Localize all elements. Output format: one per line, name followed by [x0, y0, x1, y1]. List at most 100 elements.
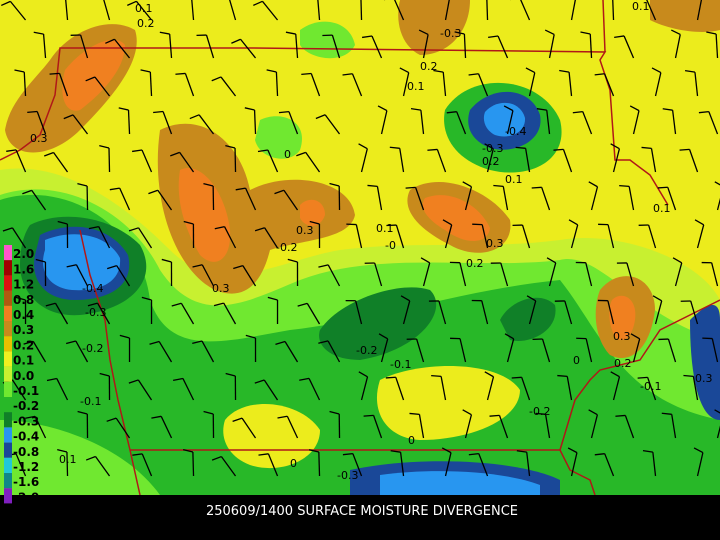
contour-label: -0.1: [390, 358, 411, 371]
contour-label: 0.3: [212, 282, 230, 295]
wind-barb-flag: [526, 295, 537, 302]
wind-barb: [497, 35, 509, 59]
wind-barb: [667, 187, 677, 211]
wind-barb: [158, 341, 173, 363]
wind-barb: [486, 0, 489, 21]
wind-barb: [688, 149, 699, 173]
legend-label: -0.1: [13, 384, 39, 398]
wind-barb: [692, 376, 699, 401]
wind-barb: [223, 302, 237, 325]
wind-barb-flag: [525, 67, 536, 74]
wind-barb: [241, 417, 257, 439]
wind-barb-flag: [296, 151, 306, 157]
contour-label: 0.3: [30, 132, 48, 145]
wind-barb-flag: [1, 0, 11, 7]
wind-barb: [420, 110, 425, 135]
wind-barb: [108, 147, 111, 173]
wind-barb-flag: [159, 31, 170, 35]
wind-barb-flag: [693, 447, 704, 454]
legend-swatch: [4, 366, 12, 382]
wind-barb: [372, 415, 383, 439]
wind-barb-flag: [172, 377, 184, 382]
wind-barb: [652, 452, 657, 477]
wind-barb: [566, 376, 573, 401]
wind-barb: [632, 338, 641, 363]
wind-barb-flag: [679, 148, 690, 151]
wind-barb: [352, 453, 363, 477]
wind-barb: [607, 300, 615, 325]
wind-barb: [541, 187, 551, 211]
wind-barb: [690, 300, 699, 325]
wind-barb: [544, 414, 551, 439]
wind-barb-flag: [189, 114, 200, 120]
contour-label: 0.1: [632, 0, 650, 13]
legend-label: 0.1: [13, 354, 34, 368]
wind-barb-flag: [49, 72, 60, 75]
wind-barb-flag: [567, 447, 578, 454]
legend-swatch: [4, 427, 12, 443]
wind-barb: [327, 264, 341, 287]
wind-barb: [711, 338, 719, 363]
wind-barb: [459, 262, 467, 287]
contour-label: 0.2: [466, 257, 484, 270]
wind-barb-flag: [253, 0, 263, 6]
wind-barb-flag: [378, 333, 389, 340]
wind-barb: [520, 0, 531, 21]
wind-barb-flag: [132, 149, 143, 153]
wind-barb: [500, 262, 509, 287]
legend-label: -1.2: [13, 460, 39, 474]
wind-barb: [399, 148, 405, 173]
wind-barb: [264, 227, 279, 249]
legend-swatch: [4, 457, 12, 473]
wind-barb: [526, 452, 531, 477]
wind-barb: [548, 34, 555, 59]
contour-label: 0.3: [613, 330, 631, 343]
contour-label: -0.1: [80, 395, 101, 408]
wind-barb: [711, 262, 719, 287]
contour-label: 0: [573, 354, 580, 367]
wind-barb-flag: [285, 31, 296, 35]
wind-barb-flag: [66, 340, 77, 345]
contour-label: 0.1: [407, 80, 425, 93]
wind-barb-flag: [630, 333, 640, 340]
wind-barb: [650, 148, 657, 173]
wind-barb-flag: [433, 69, 444, 73]
wind-barb: [521, 224, 531, 249]
wind-barb-flag: [225, 372, 236, 377]
wind-barb: [137, 227, 153, 249]
contour-label: 0.2: [614, 357, 632, 370]
wind-barb-flag: [610, 143, 620, 150]
wind-barb-flag: [546, 257, 557, 264]
wind-barb-flag: [46, 377, 57, 382]
wind-barb: [376, 186, 383, 211]
wind-barb-flag: [462, 409, 472, 416]
wind-barb: [486, 376, 495, 401]
wind-barb-flag: [33, 31, 44, 35]
wind-barb-flag: [714, 409, 720, 414]
wind-barb-flag: [45, 302, 56, 307]
wind-barb-flag: [22, 189, 32, 195]
contour-label: 0.2: [420, 60, 438, 73]
wind-barb-flag: [23, 340, 34, 345]
wind-barb-flag: [14, 69, 25, 73]
wind-barb-flag: [297, 302, 308, 307]
wind-barb-flag: [361, 35, 373, 39]
legend: 2.01.6 1.20.80.40.30.2 0.10.0-0.1-0.2-0.3 -…: [4, 245, 39, 504]
wind-barb-flag: [244, 107, 255, 111]
wind-barb-flag: [245, 334, 256, 339]
wind-barb-flag: [106, 417, 117, 422]
wind-barb: [360, 0, 363, 21]
wind-barb-flag: [63, 114, 74, 120]
wind-barb: [582, 111, 593, 135]
wind-barb: [36, 111, 47, 135]
wind-barb-flag: [267, 296, 278, 301]
wind-barb-flag: [637, 376, 648, 379]
contour-label: 0.3: [296, 224, 314, 237]
wind-barb-flag: [203, 182, 214, 187]
wind-barb: [481, 224, 489, 249]
legend-swatch: [4, 336, 12, 352]
legend-swatch: [4, 397, 12, 413]
wind-barb-flag: [107, 265, 117, 270]
wind-barb: [436, 149, 447, 173]
